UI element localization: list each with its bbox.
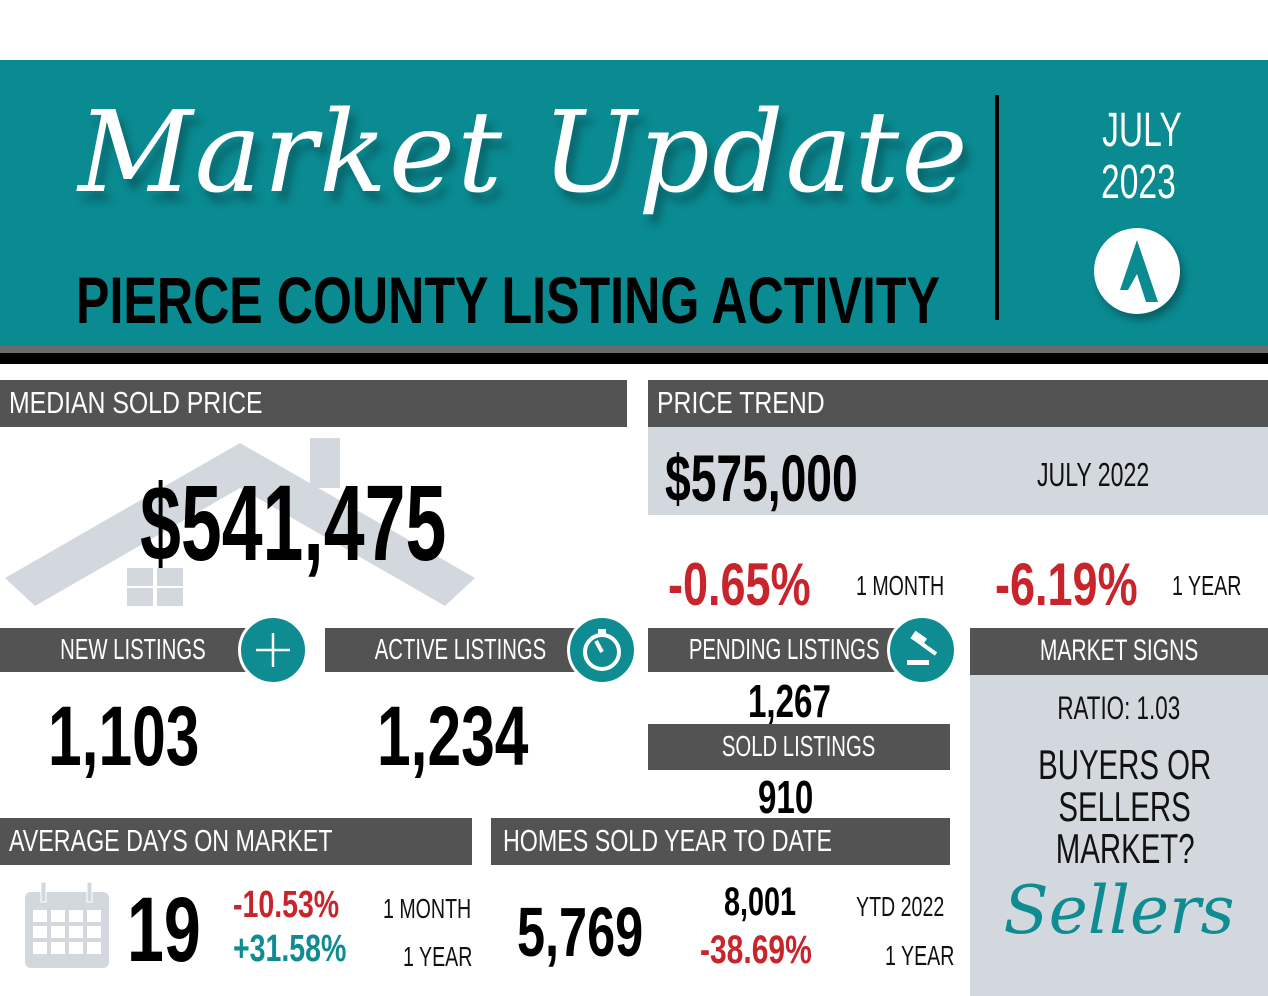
median-sold-price-header: MEDIAN SOLD PRICE	[0, 380, 627, 427]
days-on-market-header: AVERAGE DAYS ON MARKET	[0, 818, 472, 865]
script-title: Market Update	[78, 88, 970, 218]
gavel-icon	[887, 615, 957, 685]
header-banner	[0, 60, 1268, 346]
median-sold-price-value: $541,475	[140, 462, 447, 583]
sold-listings-header: SOLD LISTINGS	[648, 724, 950, 770]
page-title: PIERCE COUNTY LISTING ACTIVITY	[76, 263, 940, 337]
house-icon	[5, 438, 475, 606]
active-listings-header: ACTIVE LISTINGS	[325, 628, 595, 672]
new-listings-value: 1,103	[48, 689, 200, 783]
days-year-change: +31.58%	[233, 928, 347, 970]
price-trend-panel	[648, 427, 1268, 515]
sold-listings-value: 910	[758, 771, 814, 823]
brand-logo-icon	[1094, 228, 1180, 314]
market-answer: Sellers	[1003, 872, 1235, 949]
homes-sold-prior-label: YTD 2022	[856, 891, 945, 922]
new-listings-header: NEW LISTINGS	[0, 628, 265, 672]
month-change-label: 1 MONTH	[856, 570, 945, 601]
price-trend-period: JULY 2022	[1037, 456, 1150, 493]
active-listings-value: 1,234	[377, 689, 529, 783]
homes-sold-year-label: 1 YEAR	[885, 940, 955, 971]
market-question: BUYERS OR SELLERS MARKET?	[1038, 741, 1212, 872]
month-change: -0.65%	[668, 551, 811, 618]
calendar-icon	[25, 882, 109, 968]
homes-sold-ytd-header: HOMES SOLD YEAR TO DATE	[491, 818, 950, 865]
stopwatch-icon	[567, 615, 637, 685]
days-month-label: 1 MONTH	[383, 893, 472, 924]
report-month: JULY 2023	[1101, 104, 1182, 209]
year-change-label: 1 YEAR	[1172, 570, 1242, 601]
days-month-change: -10.53%	[233, 884, 340, 926]
header-divider-gray	[0, 346, 1268, 353]
days-on-market-value: 19	[127, 879, 201, 981]
plus-icon	[238, 615, 308, 685]
market-signs-header: MARKET SIGNS	[970, 628, 1268, 675]
homes-sold-prior-value: 8,001	[724, 880, 797, 924]
homes-sold-ytd-value: 5,769	[517, 893, 644, 971]
header-vertical-line	[995, 95, 999, 320]
price-trend-header: PRICE TREND	[648, 380, 1268, 427]
pending-listings-header: PENDING LISTINGS	[648, 628, 910, 672]
homes-sold-year-change: -38.69%	[700, 928, 812, 972]
days-year-label: 1 YEAR	[403, 941, 473, 972]
price-trend-value: $575,000	[665, 441, 858, 515]
pending-listings-value: 1,267	[748, 675, 831, 727]
year-change: -6.19%	[995, 551, 1138, 618]
market-signs-panel	[970, 675, 1268, 996]
header-divider-black	[0, 353, 1268, 364]
market-ratio: RATIO: 1.03	[1057, 690, 1181, 726]
